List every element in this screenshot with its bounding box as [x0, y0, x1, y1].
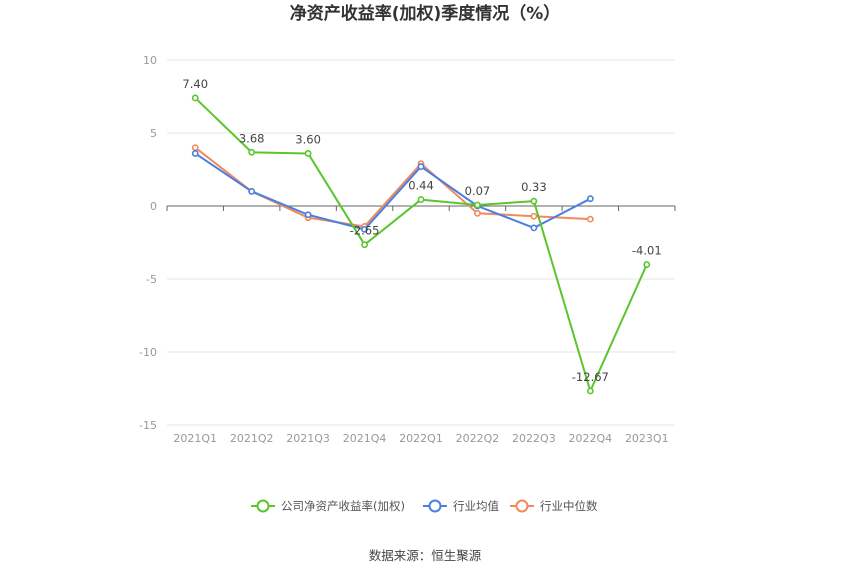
data-point [191, 144, 199, 151]
data-label: 7.40 [182, 77, 208, 91]
data-label: 3.60 [295, 132, 321, 146]
x-tick-label: 2021Q2 [230, 432, 274, 445]
y-tick-label: 10 [143, 54, 157, 67]
y-tick-label: -10 [139, 346, 157, 359]
x-tick-label: 2021Q1 [173, 432, 217, 445]
legend-label: 行业均值 [453, 499, 499, 513]
data-point [304, 150, 312, 157]
chart-title: 净资产收益率(加权)季度情况（%） [290, 3, 561, 24]
x-tick-label: 2022Q3 [512, 432, 556, 445]
data-point [417, 196, 425, 203]
x-tick-label: 2022Q2 [456, 432, 500, 445]
data-point [304, 211, 312, 219]
data-point [530, 197, 538, 205]
data-point [361, 225, 368, 233]
x-tick-label: 2023Q1 [625, 432, 669, 445]
data-label: 3.68 [239, 131, 265, 145]
legend-marker-icon [515, 499, 529, 513]
data-label: -2.65 [350, 224, 380, 238]
data-label: 0.44 [408, 179, 434, 193]
y-tick-label: -15 [139, 419, 157, 432]
x-tick-label: 2021Q4 [343, 432, 387, 445]
data-label: -12.67 [572, 370, 609, 384]
y-tick-label: 0 [150, 200, 157, 213]
axes: 10 5 0 -5 -10 -15 2021Q1 2021Q2 2021Q3 2021Q4 2022… [139, 54, 676, 445]
data-point [474, 209, 481, 217]
legend-item-1[interactable]: 行业均值 [423, 499, 499, 513]
y-tick-label: -5 [146, 273, 157, 286]
data-point [361, 241, 368, 249]
data-point [586, 215, 594, 223]
legend-item-2[interactable]: 行业中位数 [510, 499, 598, 513]
data-point [474, 201, 481, 209]
legend-marker-icon [256, 499, 270, 513]
data-point [191, 94, 199, 102]
series-1 [191, 150, 594, 233]
x-tick-label: 2022Q4 [569, 432, 613, 445]
data-point [248, 148, 256, 156]
legend-label: 公司净资产收益率(加权) [281, 499, 405, 513]
data-label: 0.07 [465, 184, 491, 198]
data-point [586, 387, 594, 395]
legend-marker-icon [428, 499, 442, 513]
gridlines [167, 59, 675, 426]
source-note: 数据来源：恒生聚源 [369, 548, 482, 563]
data-labels: 7.40 3.68 3.60 -2.65 0.44 0.07 0.33 -12.67 -4.01 [182, 77, 661, 384]
legend-item-0[interactable]: 公司净资产收益率(加权) [251, 499, 405, 513]
series-lines [191, 94, 651, 395]
data-point [530, 224, 538, 232]
data-point [417, 163, 425, 170]
data-label: 0.33 [521, 180, 547, 194]
data-label: -4.01 [632, 244, 662, 258]
series-line [194, 152, 591, 231]
x-tick-label: 2022Q1 [399, 432, 443, 445]
x-tick-label: 2021Q3 [286, 432, 330, 445]
data-point [191, 150, 199, 157]
data-point [643, 261, 651, 268]
y-tick-label: 5 [150, 127, 157, 140]
legend-label: 行业中位数 [540, 499, 598, 513]
legend[interactable]: 公司净资产收益率(加权) 行业均值 行业中位数 [251, 499, 598, 513]
data-point [530, 212, 538, 220]
data-point [586, 195, 594, 203]
series-0 [191, 94, 651, 395]
data-point [248, 187, 256, 195]
